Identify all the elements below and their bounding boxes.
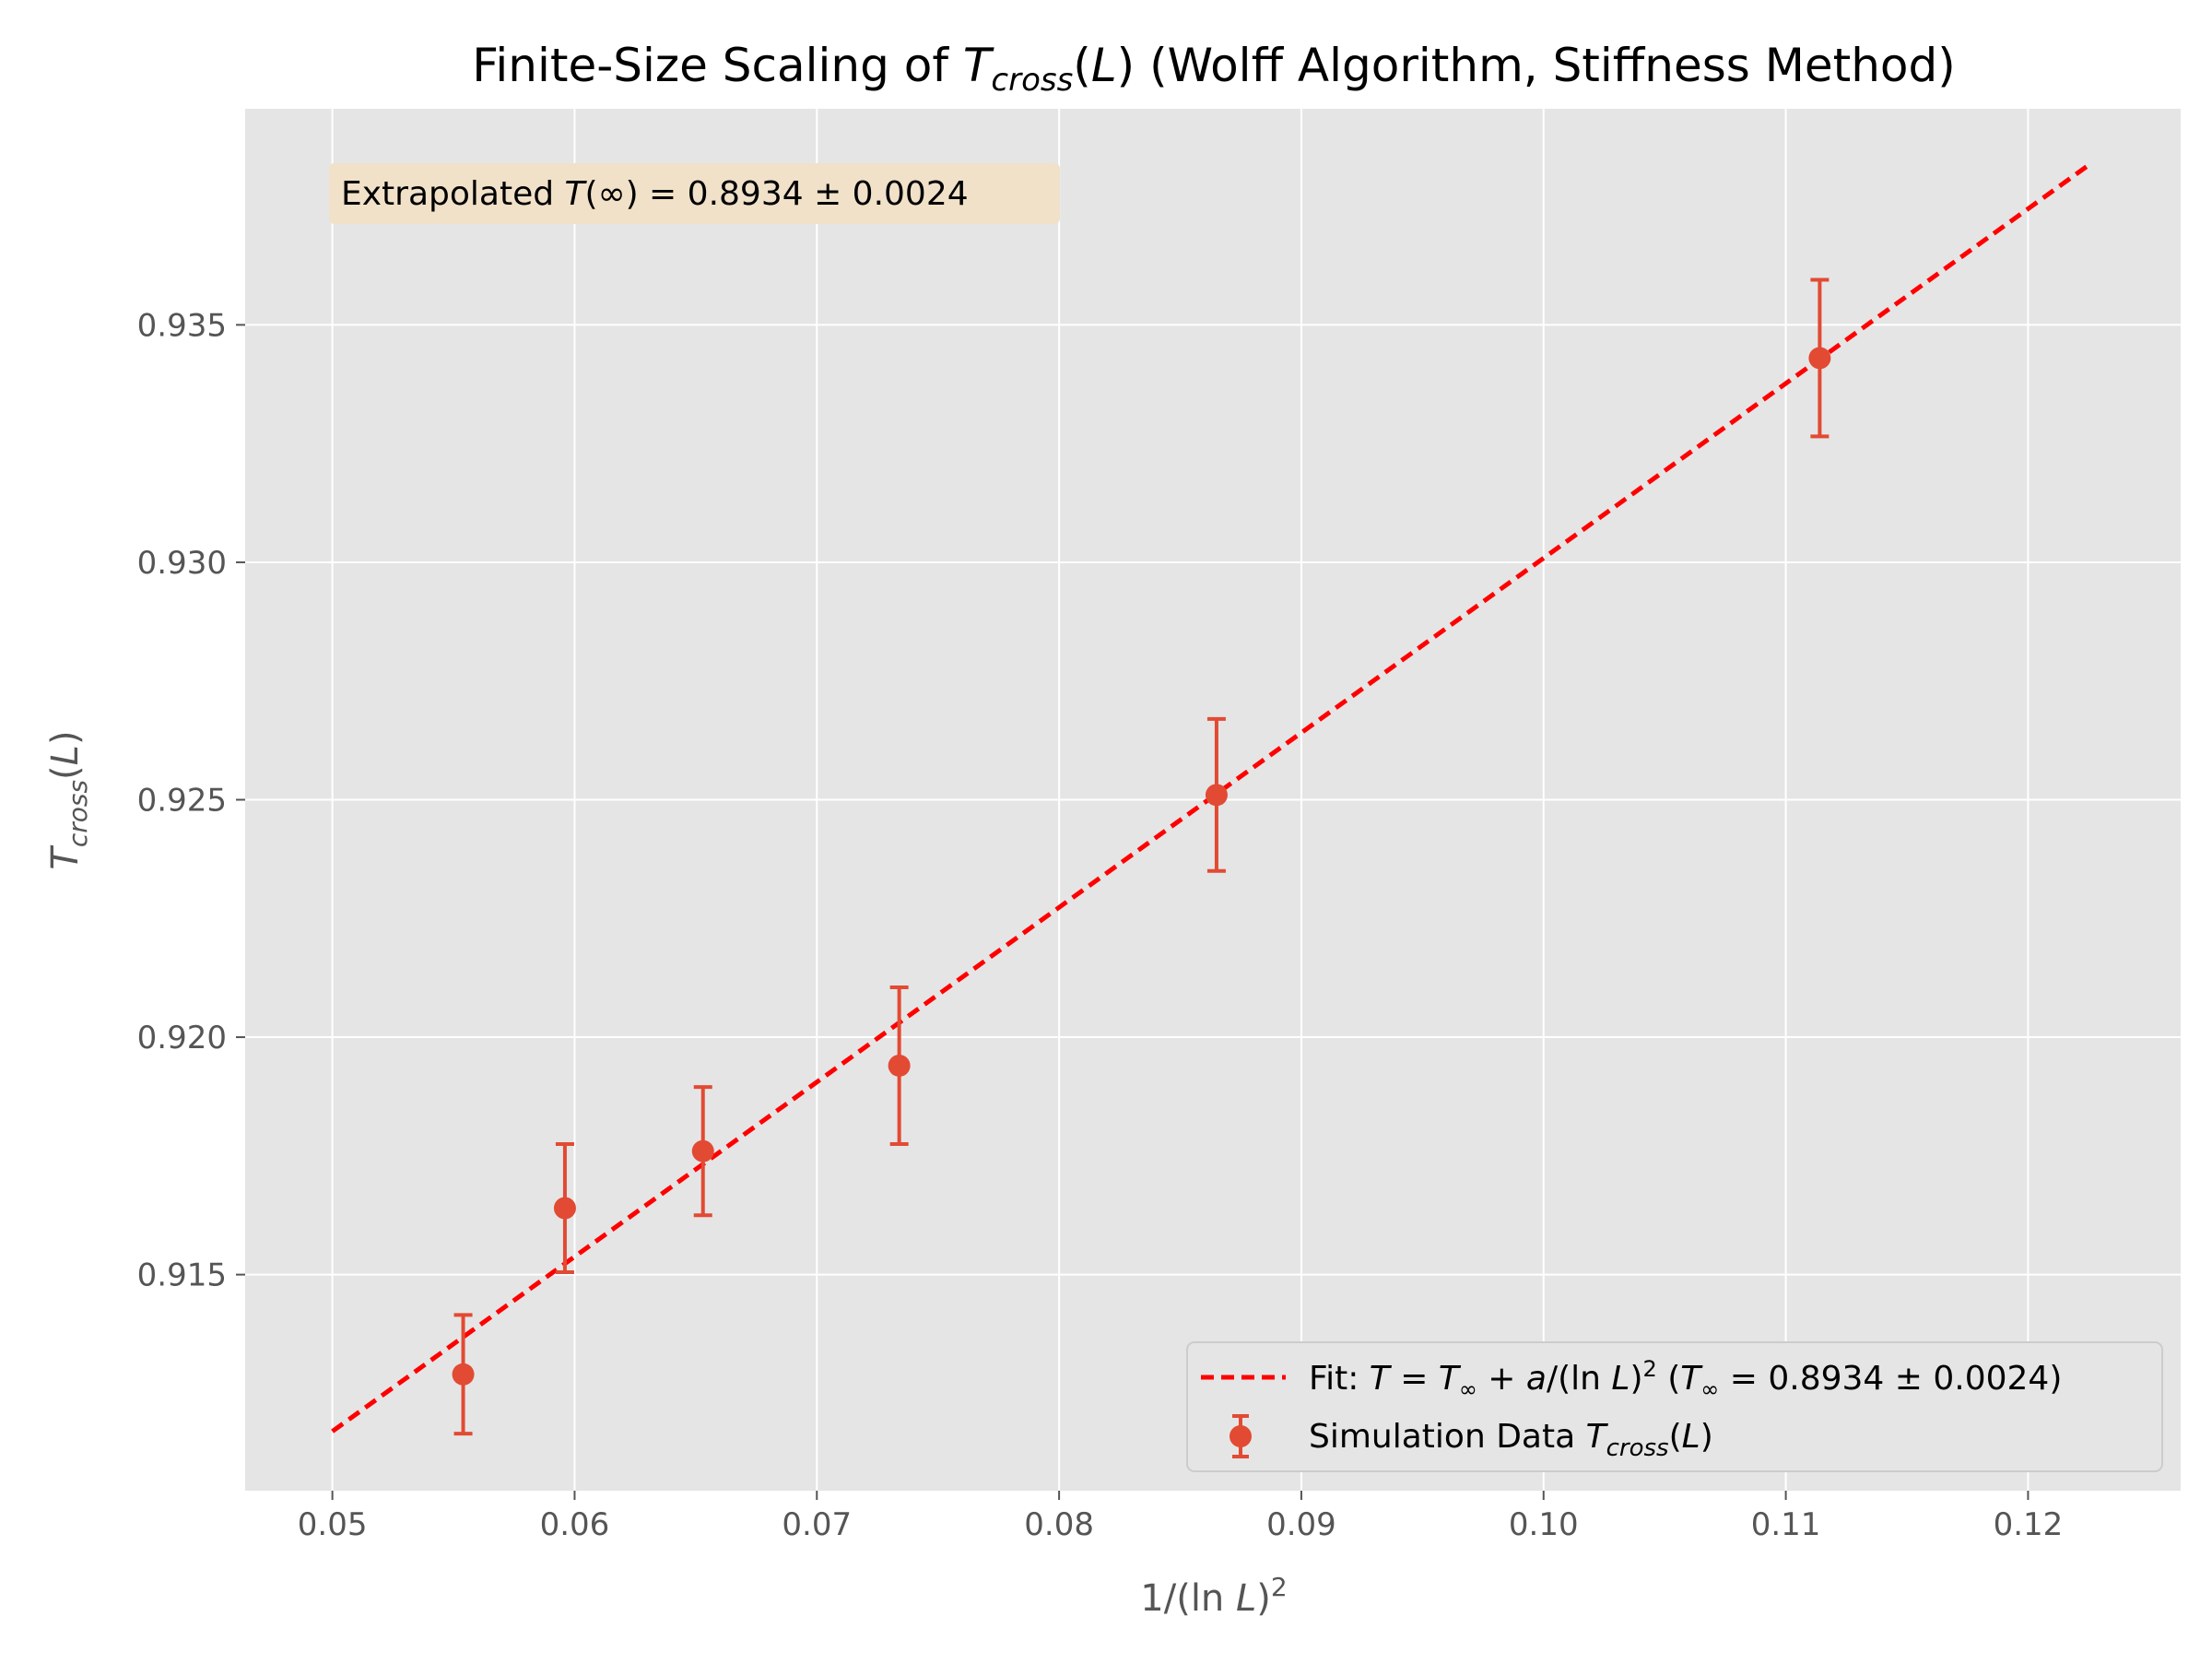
y-tick-label: 0.920: [137, 1020, 227, 1056]
annotation-box: Extrapolated T(∞) = 0.8934 ± 0.0024: [329, 163, 1060, 224]
annotation-background: [329, 163, 1060, 224]
x-tick-label: 0.08: [1024, 1506, 1094, 1543]
legend: Fit: T = T∞ + a/(ln L)2 (T∞ = 0.8934 ± 0…: [1186, 1341, 2163, 1472]
annotation-text: Extrapolated T(∞) = 0.8934 ± 0.0024: [341, 175, 969, 213]
x-tick-label: 0.12: [1994, 1506, 2064, 1543]
data-point: [1808, 347, 1831, 370]
x-axis-label: 1/(ln L)2: [1140, 1572, 1287, 1620]
data-point-group: [888, 985, 911, 1146]
x-tick-label: 0.11: [1751, 1506, 1821, 1543]
y-tick-label: 0.930: [137, 545, 227, 582]
data-point-group: [1205, 716, 1228, 873]
y-axis: 0.915 0.920 0.925 0.930 0.935: [137, 307, 245, 1294]
chart-title: Finite-Size Scaling of Tcross(L) (Wolff …: [472, 39, 1955, 99]
x-tick-label: 0.10: [1509, 1506, 1579, 1543]
data-point-group: [452, 1313, 475, 1436]
legend-fit-label: Fit: T = T∞ + a/(ln L)2 (T∞ = 0.8934 ± 0…: [1309, 1356, 2062, 1402]
legend-data-swatch: [1230, 1414, 1252, 1458]
data-point-group: [1808, 277, 1831, 439]
y-tick-label: 0.935: [137, 307, 227, 344]
data-point: [1205, 784, 1228, 807]
simulation-data-series: [452, 277, 1831, 1436]
y-tick-label: 0.915: [137, 1257, 227, 1294]
y-tick-label: 0.925: [137, 783, 227, 820]
data-point: [888, 1054, 911, 1077]
data-point: [691, 1139, 714, 1162]
x-tick-label: 0.09: [1266, 1506, 1336, 1543]
data-point-group: [691, 1085, 714, 1218]
x-axis: 0.05 0.06 0.07 0.08 0.09 0.10 0.11 0.12: [298, 1491, 2064, 1543]
data-point: [553, 1197, 576, 1220]
x-tick-label: 0.06: [540, 1506, 610, 1543]
x-tick-label: 0.07: [782, 1506, 852, 1543]
data-point: [452, 1363, 475, 1386]
data-point-group: [553, 1141, 576, 1275]
legend-box: [1186, 1341, 2163, 1472]
x-tick-label: 0.05: [298, 1506, 368, 1543]
